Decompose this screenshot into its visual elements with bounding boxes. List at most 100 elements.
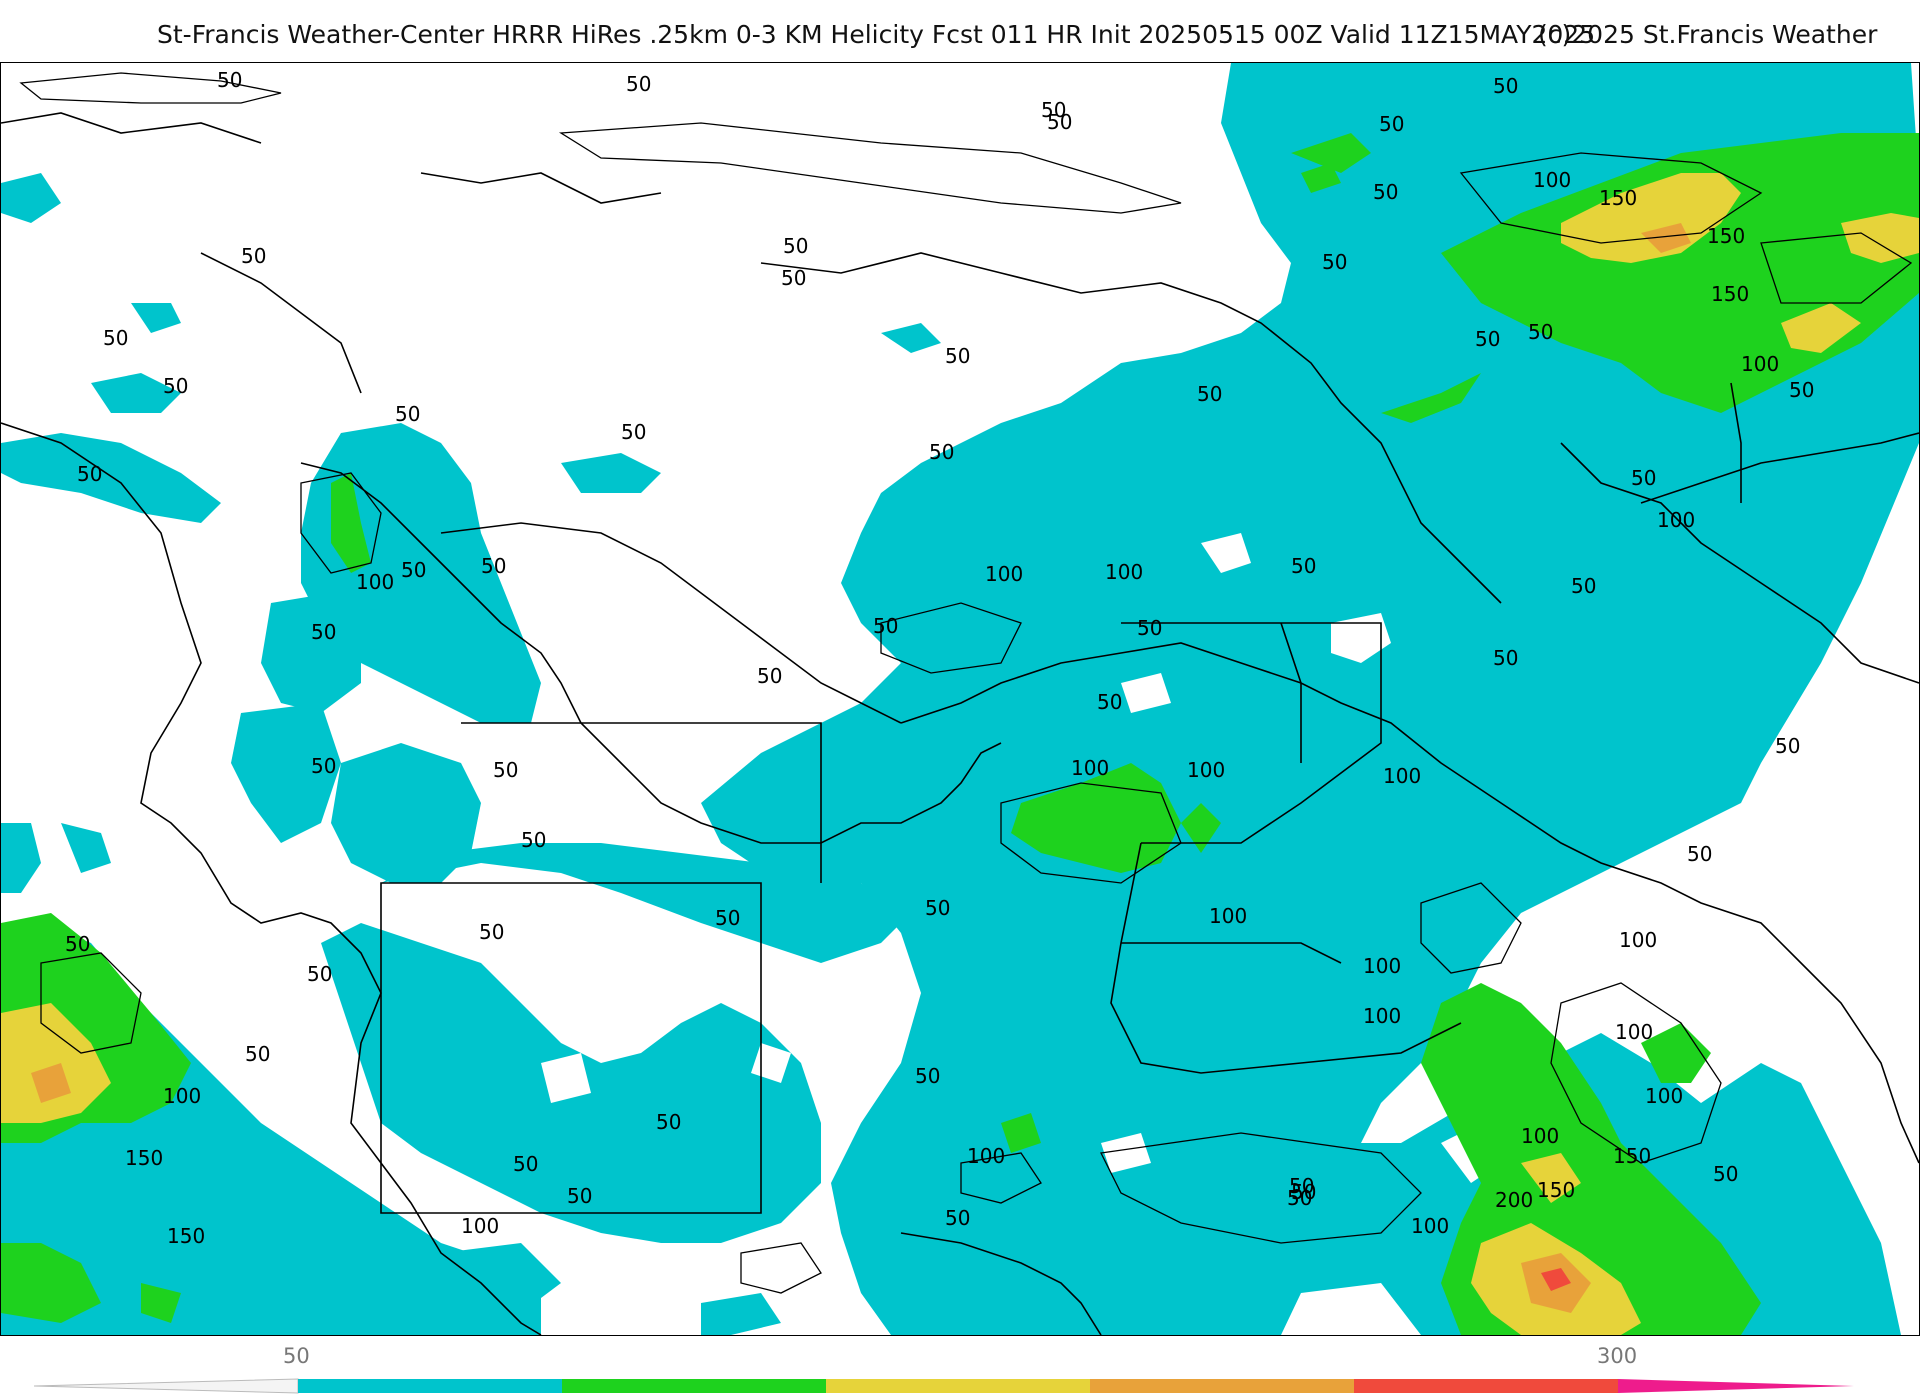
contour-label: 100 [163,1084,201,1108]
contour-label: 50 [245,1042,270,1066]
copyright-notice: (c)2025 St.Francis Weather [1538,19,1878,49]
colorbar [34,1378,1854,1394]
contour-label: 100 [1521,1124,1559,1148]
contour-label: 50 [493,758,518,782]
contour-label: 50 [479,920,504,944]
contour-label: 150 [1711,282,1749,306]
contour-label: 100 [1187,758,1225,782]
contour-label: 50 [656,1110,681,1134]
contour-label: 100 [1619,928,1657,952]
coastlines-and-borders [1,112,1919,1335]
helicity-cyan-fields [1,63,1919,1335]
contour-label: 100 [967,1144,1005,1168]
colorbar-segment [298,1379,563,1393]
colorbar-left-arrow [34,1378,299,1394]
contour-label: 150 [1537,1178,1575,1202]
contour-label: 50 [1137,616,1162,640]
contour-label: 50 [1287,1186,1312,1210]
contour-label: 50 [1291,554,1316,578]
contour-label: 50 [1493,74,1518,98]
contour-label: 50 [521,828,546,852]
contour-label: 50 [307,962,332,986]
helicity-map: 50 50 50 50 50 100 150 150 150 50 50 50 … [0,62,1920,1336]
contour-label: 50 [65,932,90,956]
contour-label: 50 [626,72,651,96]
contour-label: 50 [945,1206,970,1230]
helicity-map-canvas: 50 50 50 50 50 100 150 150 150 50 50 50 … [1,63,1919,1335]
contour-label: 100 [1741,352,1779,376]
contour-label: 100 [1363,954,1401,978]
contour-label: 50 [1291,1180,1316,1204]
contour-label: 50 [401,558,426,582]
map-title-bar: St-Francis Weather-Center HRRR HiRes .25… [0,14,1920,54]
contour-label: 50 [311,754,336,778]
contour-label: 100 [1411,1214,1449,1238]
contour-label: 100 [1363,1004,1401,1028]
colorbar-segment [562,1379,827,1393]
contour-label: 50 [715,906,740,930]
contour-label: 100 [985,562,1023,586]
contour-label: 50 [915,1064,940,1088]
contour-label: 100 [1071,756,1109,780]
contour-label: 150 [167,1224,205,1248]
contour-label: 50 [757,664,782,688]
contour-label: 50 [621,420,646,444]
contour-label: 50 [1528,320,1553,344]
contour-label: 50 [77,462,102,486]
contour-label: 50 [783,234,808,258]
contour-label: 50 [395,402,420,426]
contour-label: 100 [461,1214,499,1238]
contour-label: 100 [1105,560,1143,584]
contour-label: 100 [356,570,394,594]
contour-label: 50 [1197,382,1222,406]
contour-label: 50 [1379,112,1404,136]
contour-label: 50 [1687,842,1712,866]
colorbar-tick-high: 300 [1597,1344,1638,1368]
contour-label: 50 [103,326,128,350]
contour-label: 150 [125,1146,163,1170]
contour-label: 50 [1631,466,1656,490]
contour-label: 50 [873,614,898,638]
contour-label: 100 [1383,764,1421,788]
contour-label: 200 [1495,1188,1533,1212]
contour-label: 50 [567,1184,592,1208]
contour-label: 100 [1209,904,1247,928]
colorbar-tick-low: 50 [283,1344,310,1368]
contour-label: 50 [1097,690,1122,714]
contour-label: 100 [1615,1020,1653,1044]
contour-label: 50 [1322,250,1347,274]
helicity-high-fields [31,223,1691,1313]
contour-label: 50 [241,244,266,268]
colorbar-segment [1354,1379,1619,1393]
contour-label: 50 [1789,378,1814,402]
contour-label: 50 [1373,180,1398,204]
contour-label: 50 [163,374,188,398]
contour-label: 100 [1657,508,1695,532]
contour-label: 50 [217,68,242,92]
contour-labels: 50 50 50 50 50 100 150 150 150 50 50 50 … [65,68,1814,1248]
contour-label: 50 [481,554,506,578]
map-title: St-Francis Weather-Center HRRR HiRes .25… [157,19,1596,49]
contour-label: 50 [1493,646,1518,670]
colorbar-segment [826,1379,1091,1393]
contour-label: 50 [311,620,336,644]
contour-label: 50 [945,344,970,368]
contour-label: 50 [1289,1174,1314,1198]
contour-label: 50 [1571,574,1596,598]
contour-label: 50 [513,1152,538,1176]
colorbar-right-arrow [1618,1379,1854,1393]
contour-label: 50 [1775,734,1800,758]
contour-label: 100 [1533,168,1571,192]
contour-label: 50 [1475,327,1500,351]
contour-label: 50 [1041,98,1066,122]
contour-label: 50 [1047,110,1072,134]
helicity-yellow-fields [1,173,1919,1335]
contour-label: 150 [1707,224,1745,248]
contour-label: 50 [929,440,954,464]
colorbar-segment [1090,1379,1355,1393]
contour-label: 50 [1713,1162,1738,1186]
contour-label: 150 [1599,186,1637,210]
contour-label: 50 [781,266,806,290]
colorbar-segments [298,1379,1619,1393]
contour-label: 150 [1613,1144,1651,1168]
